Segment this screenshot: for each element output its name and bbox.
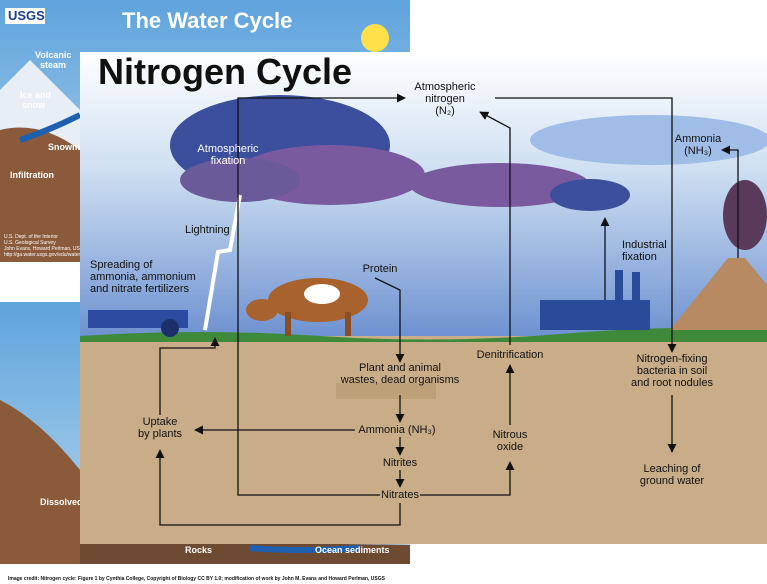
cycle-label: Industrial <box>622 239 667 251</box>
water-label: Ice and <box>20 90 51 100</box>
cycle-label: Lightning <box>185 224 230 236</box>
nitrogen-labels: Atmosphericnitrogen(N₂)Atmosphericfixati… <box>90 81 722 501</box>
cycle-label: fixation <box>622 251 657 263</box>
cycle-label: Denitrification <box>477 349 544 361</box>
nitrogen-title: Nitrogen Cycle <box>98 51 352 92</box>
water-credit: John Evans, Howard Perlman, USGS <box>4 246 88 252</box>
water-label: Infiltration <box>10 170 54 180</box>
cycle-label: ground water <box>640 475 705 487</box>
clouds <box>170 95 767 211</box>
lightning-bolt <box>203 194 242 331</box>
cycle-label: oxide <box>497 441 523 453</box>
cycle-label: fixation <box>211 155 246 167</box>
cycle-label: Plant and animal <box>359 362 441 374</box>
water-label: Snowm <box>48 142 80 152</box>
cycle-label: Ammonia <box>675 133 722 145</box>
water-label: Rocks <box>185 545 212 555</box>
factory <box>540 270 650 330</box>
cycle-label: (N₂) <box>435 105 455 117</box>
water-label: Ocean sediments <box>315 545 390 555</box>
cycle-label: ammonia, ammonium <box>90 271 196 283</box>
water-credit: U.S. Geological Survey <box>4 240 56 246</box>
cycle-label: Nitrous <box>493 429 528 441</box>
tractor <box>88 310 188 337</box>
water-credit: U.S. Dept. of the Interior <box>4 234 58 240</box>
cycle-label: Leaching of <box>644 463 702 475</box>
cycle-label: (NH₃) <box>684 145 712 157</box>
usgs-logo: USGS <box>8 8 45 23</box>
cycle-label: bacteria in soil <box>637 365 707 377</box>
cycle-label: Atmospheric <box>414 81 476 93</box>
cycle-label: wastes, dead organisms <box>340 374 460 386</box>
water-label: snow <box>22 100 46 110</box>
nitrogen-panel <box>80 52 767 544</box>
cycle-label: Spreading of <box>90 259 153 271</box>
cycle-label: Nitrates <box>381 489 419 501</box>
water-label: Volcanic <box>35 50 71 60</box>
water-label: steam <box>40 60 66 70</box>
organic-matter <box>336 383 436 399</box>
cycle-label: Ammonia (NH₃) <box>358 424 435 436</box>
cycle-label: and root nodules <box>631 377 713 389</box>
cycle-label: by plants <box>138 428 183 440</box>
cycle-label: Protein <box>363 263 398 275</box>
cycle-label: and nitrate fertilizers <box>90 283 190 295</box>
image-credit: Image credit: Nitrogen cycle: Figure 1 b… <box>8 576 386 582</box>
cycle-label: Atmospheric <box>197 143 259 155</box>
water-credit: http://ga.water.usgs.gov/edu/watercycle.… <box>4 252 102 258</box>
cycle-label: nitrogen <box>425 93 465 105</box>
cycle-label: Nitrites <box>383 457 418 469</box>
cycle-label: Nitrogen-fixing <box>637 353 708 365</box>
water-cycle-title: The Water Cycle <box>122 8 292 33</box>
water-labels: Volcanic steam Ice and snow Snowm Infilt… <box>4 50 390 555</box>
cow <box>246 278 368 336</box>
water-label: Dissolved in <box>40 497 93 507</box>
arrows <box>155 93 739 526</box>
volcano <box>670 180 767 330</box>
cycle-label: Uptake <box>143 416 178 428</box>
